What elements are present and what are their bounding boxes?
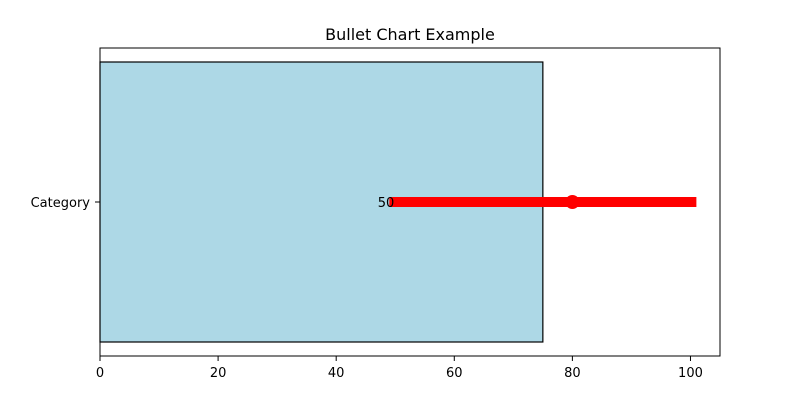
x-tick-label: 40 (328, 366, 345, 381)
x-tick-label: 60 (446, 366, 463, 381)
y-tick-label: Category (31, 196, 91, 211)
x-tick-label: 80 (564, 366, 581, 381)
x-tick-label: 0 (96, 366, 104, 381)
data-label: 50 (378, 196, 395, 211)
chart-title: Bullet Chart Example (325, 25, 495, 44)
x-tick-label: 100 (678, 366, 703, 381)
marker-point (565, 195, 580, 209)
x-tick-label: 20 (210, 366, 227, 381)
target-line (389, 197, 697, 207)
